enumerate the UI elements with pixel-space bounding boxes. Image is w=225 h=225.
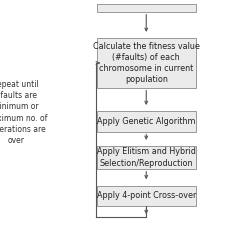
Text: Calculate the fitness value
(#faults) of each
chromosome in current
population: Calculate the fitness value (#faults) of… [93,42,200,84]
Text: Repeat until
#faults are
minimum or
maximum no. of
generations are
over: Repeat until #faults are minimum or maxi… [0,80,47,145]
FancyBboxPatch shape [97,4,196,12]
Text: Apply Genetic Algorithm: Apply Genetic Algorithm [97,117,196,126]
Text: Apply 4-point Cross-over: Apply 4-point Cross-over [97,191,196,200]
FancyBboxPatch shape [97,111,196,132]
FancyBboxPatch shape [97,186,196,206]
Text: Apply Elitism and Hybrid
Selection/Reproduction: Apply Elitism and Hybrid Selection/Repro… [97,147,196,168]
FancyBboxPatch shape [97,38,196,88]
FancyBboxPatch shape [97,146,196,169]
